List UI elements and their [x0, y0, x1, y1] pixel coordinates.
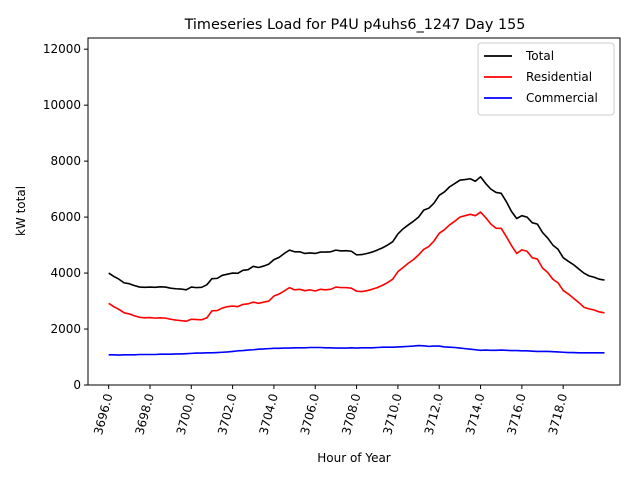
series-line-commercial [108, 344, 605, 356]
series-line-residential [108, 211, 605, 323]
legend: Total Residential Commercial [477, 42, 615, 116]
series-line-total [108, 176, 605, 291]
y-tick-label: 12000 [43, 42, 81, 56]
legend-box [477, 42, 615, 116]
legend-label-commercial: Commercial [526, 91, 598, 105]
x-axis-label: Hour of Year [317, 451, 391, 465]
y-tick-label: 2000 [50, 322, 81, 336]
plot-frame [87, 37, 621, 386]
y-axis-label: kW total [14, 186, 28, 236]
legend-label-residential: Residential [526, 70, 592, 84]
y-tick-label: 4000 [50, 266, 81, 280]
legend-label-total: Total [525, 49, 554, 63]
y-tick-label: 6000 [50, 210, 81, 224]
y-tick-label: 10000 [43, 98, 81, 112]
plot-lines [108, 176, 605, 356]
y-tick-label: 0 [73, 378, 81, 392]
chart-title: Timeseries Load for P4U p4uhs6_1247 Day … [184, 17, 526, 33]
y-axis: 0 2000 4000 6000 8000 10000 12000 [43, 42, 88, 392]
y-tick-label: 8000 [50, 154, 81, 168]
